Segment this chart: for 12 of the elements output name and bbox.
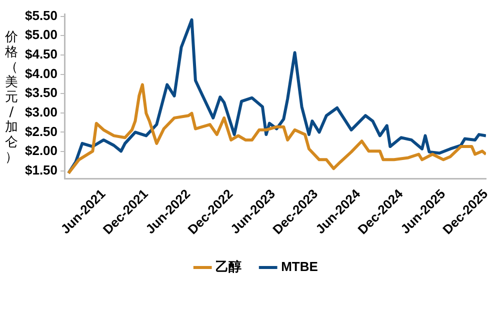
y-tick-label: $2.00 xyxy=(24,143,58,158)
y-tick-label: $5.50 xyxy=(24,8,58,23)
y-tick-label: $3.00 xyxy=(24,104,58,120)
legend-label: MTBE xyxy=(281,259,318,274)
y-tick-label: $4.50 xyxy=(24,46,58,62)
y-tick-label: $1.50 xyxy=(24,162,58,178)
text: 价格（美元/加仑） xyxy=(5,30,18,165)
y-tick-label: $4.00 xyxy=(24,66,58,81)
y-tick-label: $2.50 xyxy=(24,124,58,139)
y-tick-label: $5.00 xyxy=(24,27,58,42)
legend-label: 乙醇 xyxy=(216,259,242,274)
y-tick-label: $3.50 xyxy=(24,85,58,100)
